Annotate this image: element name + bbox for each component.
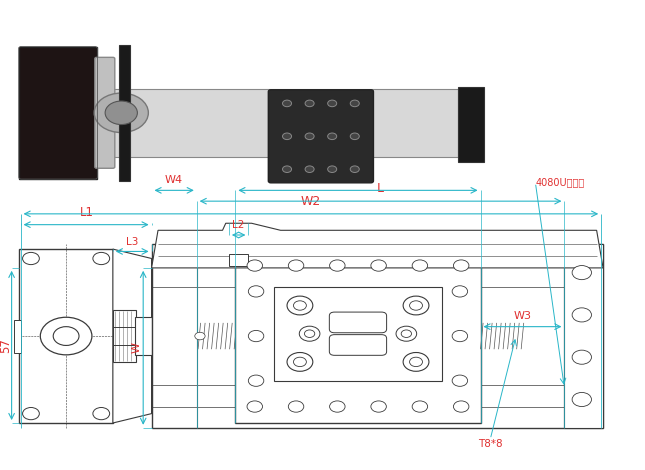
Circle shape	[288, 260, 304, 271]
Circle shape	[572, 308, 591, 322]
Text: W3: W3	[513, 311, 531, 321]
Bar	[119, 45, 130, 181]
Text: 4080U铝型材: 4080U铝型材	[535, 177, 584, 188]
Circle shape	[452, 286, 468, 297]
Circle shape	[247, 260, 263, 271]
Circle shape	[572, 266, 591, 280]
Bar	[113, 310, 136, 362]
Circle shape	[248, 286, 264, 297]
Bar	[152, 244, 603, 428]
Circle shape	[350, 100, 359, 107]
Circle shape	[283, 166, 292, 172]
Circle shape	[328, 100, 337, 107]
Text: W: W	[132, 342, 142, 353]
Circle shape	[371, 260, 386, 271]
Bar	[0, 0, 645, 204]
Text: L3: L3	[126, 237, 139, 247]
Text: W4: W4	[165, 175, 183, 185]
Bar	[235, 249, 481, 423]
Circle shape	[401, 330, 412, 337]
Bar	[14, 320, 21, 352]
Circle shape	[572, 350, 591, 364]
Bar	[458, 87, 484, 162]
Circle shape	[40, 317, 92, 355]
Circle shape	[283, 133, 292, 140]
Circle shape	[403, 296, 429, 315]
Bar	[564, 244, 603, 428]
Circle shape	[248, 375, 264, 386]
Circle shape	[23, 407, 39, 420]
Polygon shape	[113, 249, 152, 423]
Circle shape	[350, 166, 359, 172]
Circle shape	[304, 330, 315, 337]
Circle shape	[247, 401, 263, 412]
Circle shape	[105, 101, 137, 125]
Circle shape	[453, 401, 469, 412]
Circle shape	[396, 326, 417, 341]
Bar	[19, 47, 97, 179]
Text: L2: L2	[232, 220, 245, 230]
Circle shape	[412, 401, 428, 412]
Circle shape	[195, 332, 205, 340]
Circle shape	[53, 327, 79, 345]
Circle shape	[452, 375, 468, 386]
Circle shape	[93, 252, 110, 265]
Circle shape	[299, 326, 320, 341]
Text: W2: W2	[301, 195, 321, 208]
Circle shape	[248, 330, 264, 342]
Circle shape	[305, 100, 314, 107]
Circle shape	[330, 260, 345, 271]
Circle shape	[572, 392, 591, 407]
FancyBboxPatch shape	[268, 90, 373, 183]
Circle shape	[94, 93, 148, 133]
Circle shape	[350, 133, 359, 140]
Text: 57: 57	[0, 338, 12, 353]
Circle shape	[293, 301, 306, 310]
Circle shape	[23, 252, 39, 265]
Circle shape	[305, 166, 314, 172]
FancyBboxPatch shape	[330, 335, 386, 355]
Bar	[19, 249, 113, 423]
Circle shape	[293, 357, 306, 367]
Circle shape	[287, 352, 313, 371]
Text: L1: L1	[79, 206, 94, 219]
Polygon shape	[152, 223, 603, 268]
Circle shape	[371, 401, 386, 412]
Circle shape	[452, 330, 468, 342]
Bar	[229, 254, 248, 266]
Circle shape	[288, 401, 304, 412]
Text: L: L	[377, 182, 384, 195]
Circle shape	[453, 260, 469, 271]
Circle shape	[328, 166, 337, 172]
Circle shape	[305, 133, 314, 140]
Bar	[94, 89, 458, 157]
Circle shape	[283, 100, 292, 107]
Circle shape	[93, 407, 110, 420]
Text: W1: W1	[348, 172, 368, 185]
Text: T8*8: T8*8	[478, 439, 502, 449]
FancyBboxPatch shape	[330, 312, 386, 333]
FancyBboxPatch shape	[95, 57, 115, 168]
Circle shape	[287, 296, 313, 315]
Bar	[274, 287, 442, 381]
Circle shape	[403, 352, 429, 371]
Circle shape	[410, 301, 422, 310]
Circle shape	[330, 401, 345, 412]
Bar	[135, 317, 152, 355]
Circle shape	[410, 357, 422, 367]
Circle shape	[328, 133, 337, 140]
Circle shape	[412, 260, 428, 271]
